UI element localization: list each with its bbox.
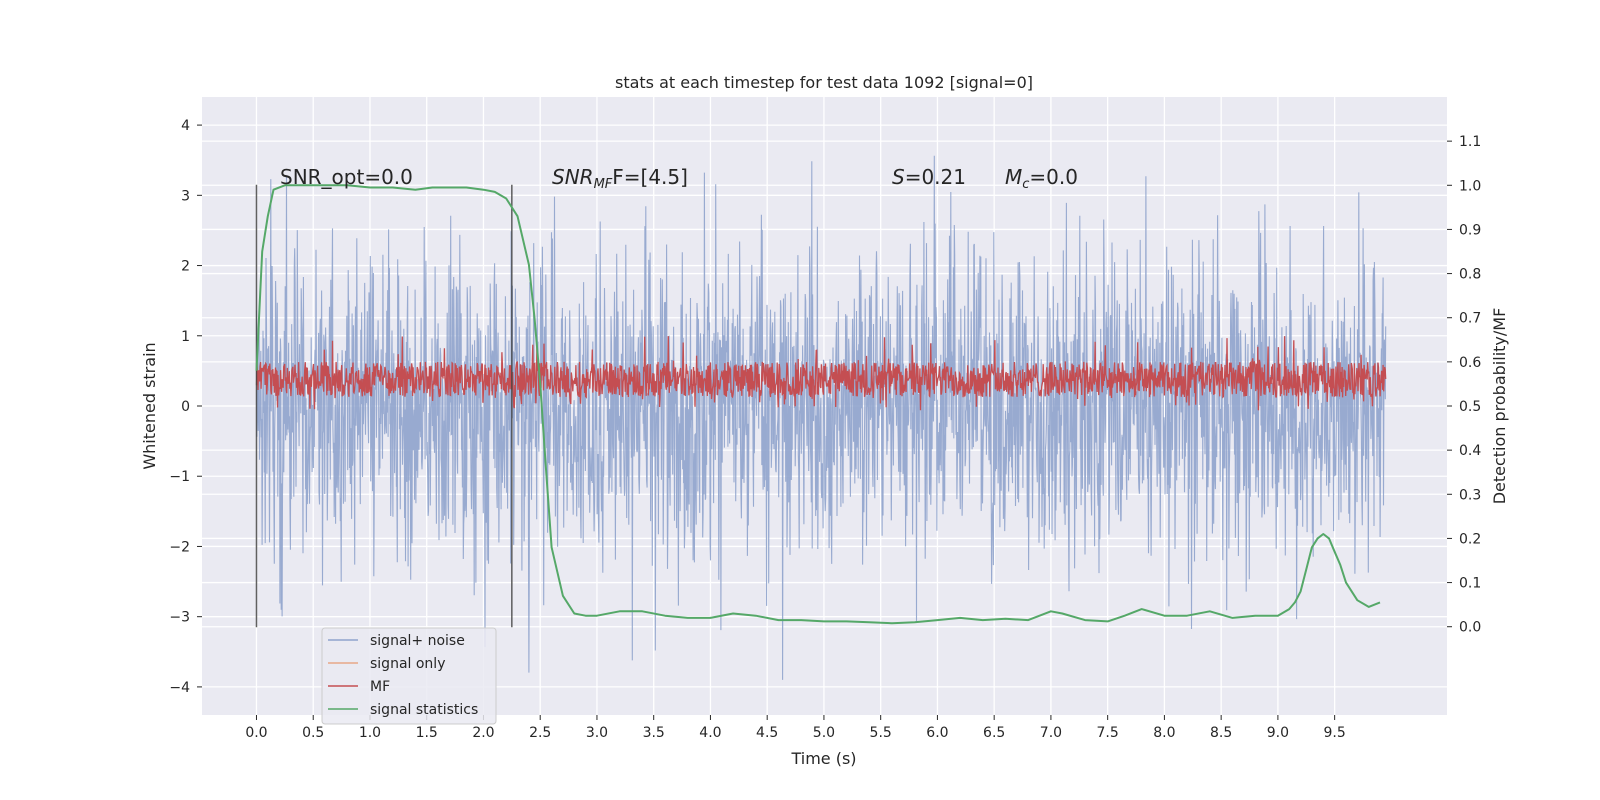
- x-tick-label: 3.0: [586, 725, 608, 741]
- x-axis-label: Time (s): [790, 749, 856, 768]
- signal-noise-line: [255, 155, 1387, 680]
- x-tick-label: 2.0: [472, 725, 494, 741]
- y2-tick-label: 0.1: [1459, 576, 1481, 592]
- mf-line: [255, 336, 1387, 411]
- annotation-s: S=0.21: [892, 165, 966, 189]
- annotation-mc-sub: c: [1022, 177, 1029, 192]
- x-tick-label: 4.5: [756, 725, 778, 741]
- x-tick-label: 0.0: [245, 725, 267, 741]
- y-tick-label: −2: [169, 539, 190, 555]
- y2-tick-label: 0.4: [1459, 443, 1481, 459]
- annotations: SNR_opt=0.0 SNRMFF=[4.5] S=0.21 Mc=0.0: [280, 165, 1078, 192]
- y2-tick-label: 0.9: [1459, 222, 1481, 238]
- annotation-mc: Mc=0.0: [1005, 165, 1078, 192]
- annotation-snr-mf: SNRMFF=[4.5]: [552, 165, 688, 192]
- x-tick-label: 1.0: [359, 725, 381, 741]
- legend-label-mf: MF: [370, 679, 390, 695]
- y-tick-label: 3: [181, 188, 190, 204]
- x-tick-label: 7.0: [1040, 725, 1062, 741]
- x-tick-label: 6.5: [983, 725, 1005, 741]
- annotation-snr-opt: SNR_opt=0.0: [280, 165, 413, 189]
- legend-label-signal-only: signal only: [370, 656, 445, 672]
- series-mf: [255, 336, 1387, 411]
- y-tick-label: 2: [181, 259, 190, 275]
- annotation-mc-symbol: M: [1005, 165, 1022, 189]
- x-tick-label: 9.5: [1324, 725, 1346, 741]
- x-axis: 0.0 0.5 1.0 1.5 2.0 2.5 3.0 3.5 4.0 4.5 5.0 5.5 6.0 6…: [245, 715, 1346, 741]
- annotation-snr-mf-main: SNR: [552, 165, 594, 189]
- annotation-snr-mf-value: F=[4.5]: [612, 165, 688, 189]
- legend-label-signal-noise: signal+ noise: [370, 633, 465, 649]
- x-tick-label: 6.0: [926, 725, 948, 741]
- x-tick-label: 5.0: [813, 725, 835, 741]
- y2-tick-label: 0.5: [1459, 399, 1481, 415]
- y2-tick-label: 0.3: [1459, 487, 1481, 503]
- x-tick-label: 8.5: [1210, 725, 1232, 741]
- y2-tick-label: 0.0: [1459, 620, 1481, 636]
- y-tick-label: 0: [181, 399, 190, 415]
- vertical-markers: [255, 184, 513, 628]
- y2-tick-label: 1.1: [1459, 134, 1481, 150]
- y2-tick-label: 0.6: [1459, 355, 1481, 371]
- annotation-snr-mf-sub: MF: [594, 177, 613, 192]
- legend-box: [321, 627, 497, 725]
- legend-label-signal-statistics: signal statistics: [370, 702, 478, 718]
- y-tick-label: −4: [169, 680, 190, 696]
- y2-axis-label: Detection probability/MF: [1490, 308, 1509, 505]
- annotation-mc-value: =0.0: [1029, 165, 1078, 189]
- y2-tick-label: 1.0: [1459, 178, 1481, 194]
- chart-title: stats at each timestep for test data 109…: [615, 73, 1033, 92]
- right-y-axis: 1.1 1.0 0.9 0.8 0.7 0.6 0.5 0.4 0.3 0.2 0.1 0.0: [1447, 134, 1481, 636]
- legend: signal+ noise signal only MF signal stat…: [321, 627, 497, 725]
- x-tick-label: 4.0: [699, 725, 721, 741]
- x-tick-label: 8.0: [1153, 725, 1175, 741]
- x-tick-label: 0.5: [302, 725, 324, 741]
- signal-statistics-line: [255, 184, 1381, 625]
- series-signal-statistics: [255, 184, 1381, 625]
- y-tick-label: 1: [181, 329, 190, 345]
- x-tick-label: 3.5: [643, 725, 665, 741]
- left-y-axis: 4 3 2 1 0 −1 −2 −3 −4: [169, 118, 202, 696]
- y-axis-label: Whitened strain: [140, 342, 159, 469]
- x-tick-label: 5.5: [870, 725, 892, 741]
- x-tick-label: 2.5: [529, 725, 551, 741]
- x-tick-label: 9.0: [1267, 725, 1289, 741]
- y-tick-label: −1: [169, 469, 190, 485]
- annotation-s-value: =0.21: [905, 165, 966, 189]
- series-signal-noise: [255, 155, 1387, 680]
- y2-tick-label: 0.2: [1459, 531, 1481, 547]
- annotation-s-symbol: S: [892, 165, 905, 189]
- y-tick-label: −3: [169, 610, 190, 626]
- y-tick-label: 4: [181, 118, 190, 134]
- y2-tick-label: 0.8: [1459, 267, 1481, 283]
- x-tick-label: 1.5: [416, 725, 438, 741]
- y2-tick-label: 0.7: [1459, 311, 1481, 327]
- x-tick-label: 7.5: [1097, 725, 1119, 741]
